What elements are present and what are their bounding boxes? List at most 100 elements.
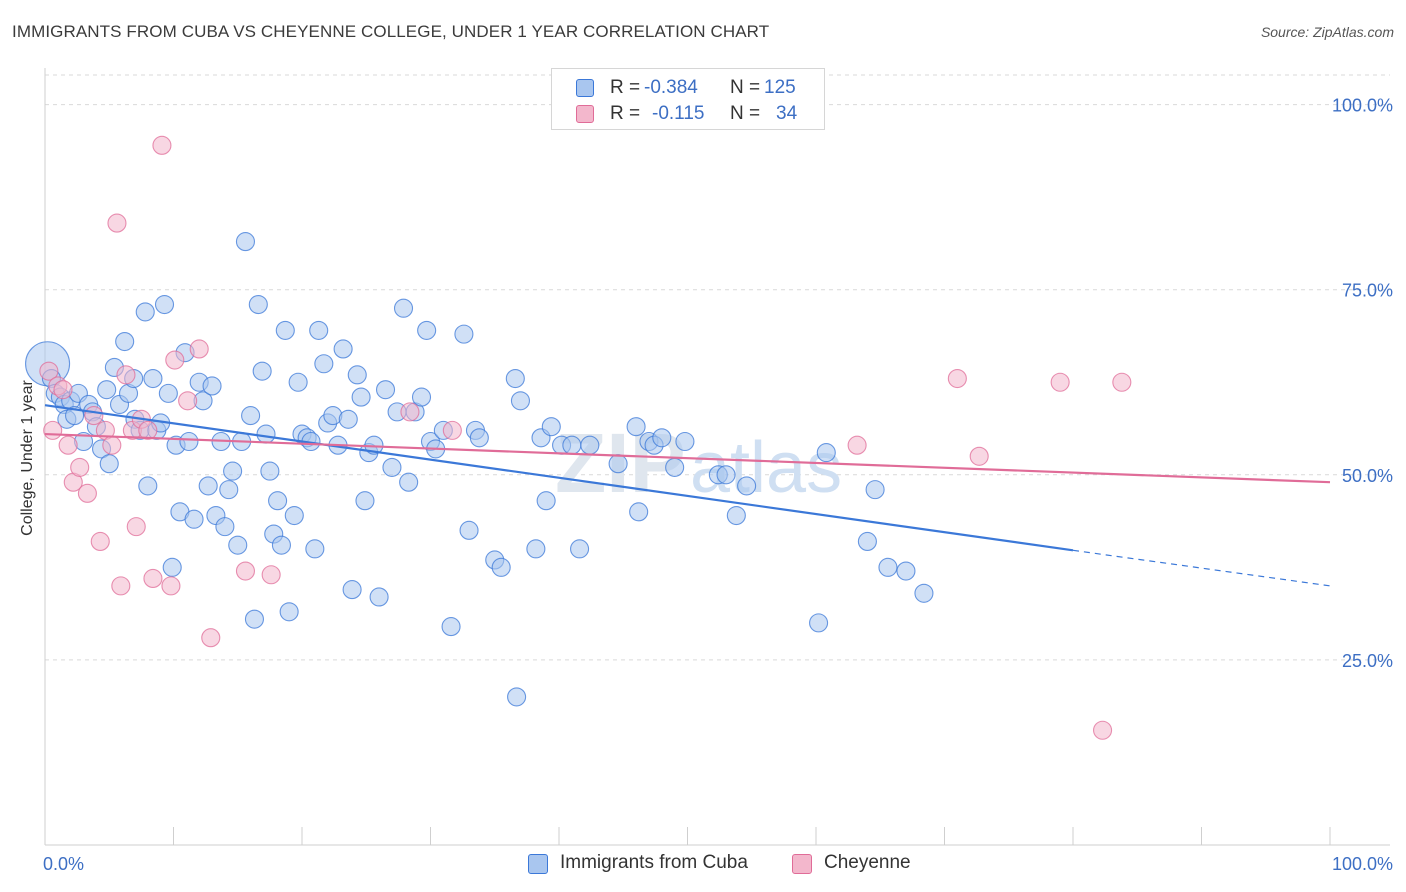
point-cuba xyxy=(865,480,885,500)
point-cuba xyxy=(526,539,546,559)
point-cuba xyxy=(268,491,288,511)
y-tick-label: 25.0% xyxy=(1342,651,1393,671)
point-cuba xyxy=(235,232,256,252)
point-cuba xyxy=(369,587,389,607)
legend-swatch-cheyenne xyxy=(576,105,594,123)
legend-row-cheyenne: R = -0.115 N = 34 xyxy=(552,101,824,127)
legend-swatch-cuba xyxy=(576,79,594,97)
point-cuba xyxy=(626,417,646,437)
point-cuba xyxy=(675,431,695,452)
y-tick-label: 100.0% xyxy=(1332,96,1393,116)
point-cuba xyxy=(338,409,358,429)
point-cuba xyxy=(608,454,628,474)
point-cuba xyxy=(629,502,649,522)
trend-line-cuba xyxy=(44,404,1074,552)
point-cuba xyxy=(393,298,414,318)
point-cheyenne xyxy=(90,531,110,551)
point-cuba xyxy=(459,520,479,540)
point-cheyenne xyxy=(116,365,136,385)
point-cuba xyxy=(162,557,182,577)
point-cheyenne xyxy=(1112,372,1132,392)
point-cuba xyxy=(260,461,280,481)
point-cheyenne xyxy=(178,391,198,411)
legend-n-value: 34 xyxy=(776,103,798,124)
legend-n-value: 125 xyxy=(764,77,796,98)
point-cheyenne xyxy=(43,420,63,440)
point-cheyenne xyxy=(102,435,122,455)
point-cuba xyxy=(417,320,437,340)
point-cuba xyxy=(355,491,375,511)
point-cuba xyxy=(454,324,474,344)
point-cuba xyxy=(143,369,163,389)
point-cheyenne xyxy=(847,435,867,455)
legend-n-label: N = xyxy=(730,77,761,98)
point-cheyenne xyxy=(261,565,281,585)
point-cuba xyxy=(351,387,371,407)
point-cuba xyxy=(219,480,239,500)
point-cheyenne xyxy=(1093,720,1113,740)
point-cuba xyxy=(665,457,685,477)
point-cuba xyxy=(275,320,295,340)
source-label: Source: ZipAtlas.com xyxy=(1260,24,1394,40)
point-cuba xyxy=(154,294,175,315)
trend-line-cuba-extension xyxy=(1072,549,1331,587)
point-cuba xyxy=(135,302,155,322)
y-tick-label: 75.0% xyxy=(1342,281,1393,301)
point-cuba xyxy=(896,561,916,581)
point-cheyenne xyxy=(442,420,462,440)
point-cheyenne xyxy=(39,361,59,381)
legend-r-value: -0.384 xyxy=(644,77,698,98)
y-tick-label: 50.0% xyxy=(1342,466,1393,486)
point-cuba xyxy=(536,491,556,511)
point-cuba xyxy=(507,687,527,707)
series-cheyenne-points xyxy=(39,135,1132,740)
point-cheyenne xyxy=(70,457,90,477)
tick-labels: 25.0% 50.0% 75.0% 100.0% 0.0% 100.0% xyxy=(43,96,1393,874)
point-cuba xyxy=(333,339,353,359)
point-cheyenne xyxy=(138,420,158,440)
point-cuba xyxy=(198,476,218,496)
point-cuba xyxy=(399,472,419,492)
x-tick-label: 0.0% xyxy=(43,854,84,874)
point-cuba xyxy=(570,539,590,559)
point-cuba xyxy=(241,406,261,426)
point-cuba xyxy=(716,465,736,485)
point-cheyenne xyxy=(969,446,989,466)
point-cheyenne xyxy=(165,350,185,370)
point-cuba xyxy=(541,417,561,437)
point-cuba xyxy=(816,443,836,463)
correlation-legend: R = -0.384 N = 125 R = -0.115 N = 34 xyxy=(551,68,825,130)
point-cuba xyxy=(562,435,582,455)
point-cheyenne xyxy=(143,568,163,589)
point-cuba xyxy=(314,354,334,374)
point-cuba xyxy=(271,535,291,555)
point-cuba xyxy=(244,609,265,629)
point-cuba xyxy=(652,428,672,448)
axes xyxy=(44,68,1390,846)
series-legend: Immigrants from Cuba Cheyenne xyxy=(0,852,1406,878)
point-cheyenne xyxy=(152,135,172,155)
point-cuba xyxy=(857,531,877,551)
point-cuba xyxy=(184,509,204,529)
legend-n-label: N = xyxy=(730,103,761,124)
chart-title: IMMIGRANTS FROM CUBA VS CHEYENNE COLLEGE… xyxy=(12,22,770,41)
point-cuba xyxy=(202,376,222,396)
point-cuba xyxy=(158,383,178,403)
point-cuba xyxy=(284,505,304,526)
point-cuba xyxy=(726,505,746,526)
point-cuba xyxy=(914,583,934,603)
point-cuba xyxy=(441,617,461,637)
point-cheyenne xyxy=(107,213,127,233)
point-cuba xyxy=(809,613,829,633)
point-cheyenne xyxy=(235,561,256,581)
point-cuba xyxy=(256,424,276,444)
point-cuba xyxy=(469,428,489,448)
point-cuba xyxy=(288,372,308,392)
point-cuba xyxy=(252,361,272,381)
point-cuba xyxy=(737,476,757,496)
point-cheyenne xyxy=(77,483,97,503)
point-cuba xyxy=(179,431,199,452)
point-cheyenne xyxy=(400,402,420,422)
legend-r-label: R = xyxy=(610,103,641,124)
